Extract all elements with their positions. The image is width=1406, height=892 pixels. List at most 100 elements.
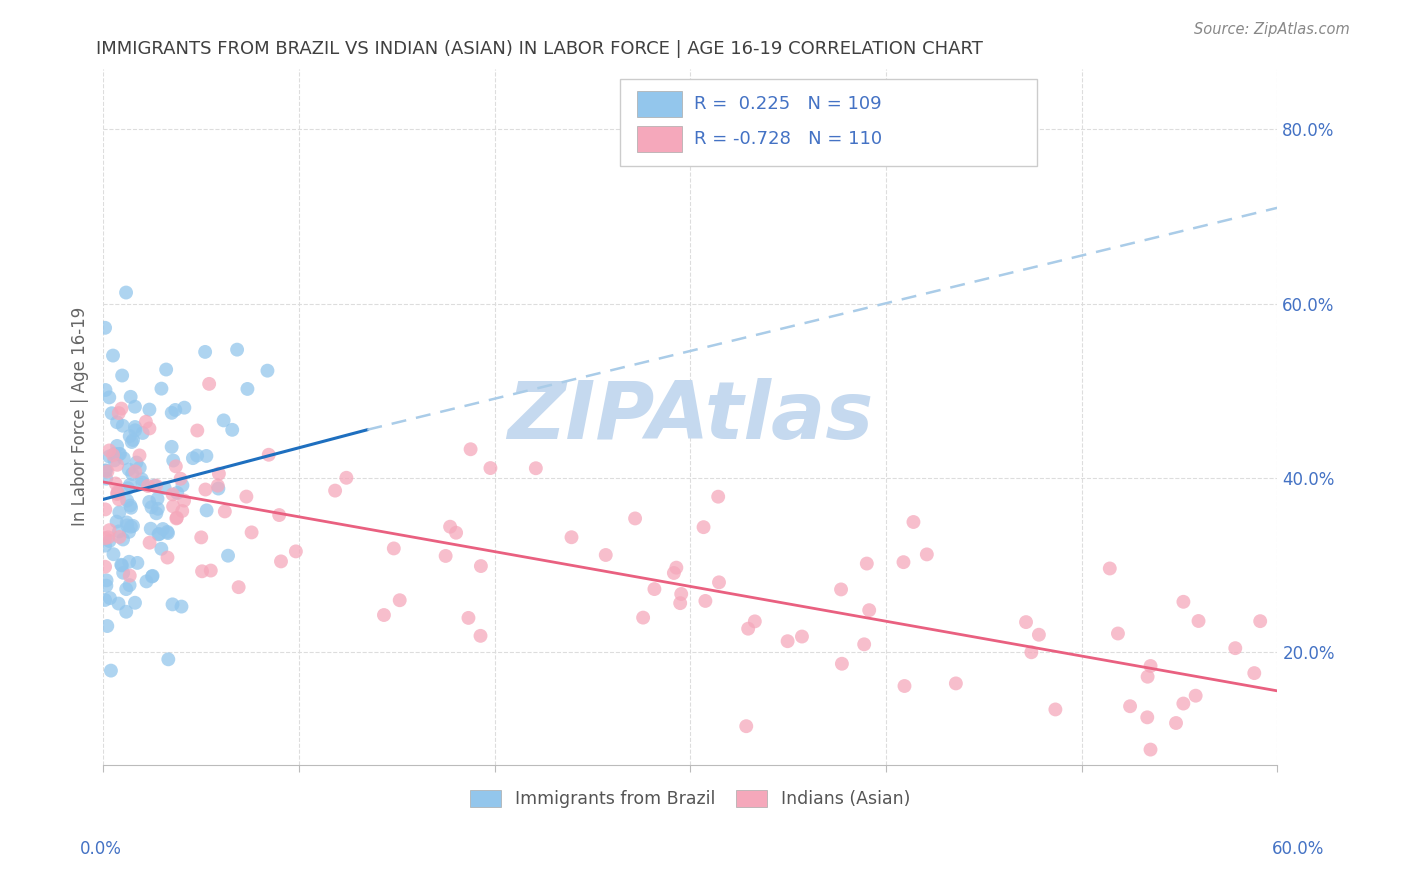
Text: R =  0.225   N = 109: R = 0.225 N = 109 <box>693 95 882 113</box>
Point <box>856 557 879 571</box>
Point <box>165 459 187 474</box>
Point <box>172 504 194 518</box>
Point <box>165 511 187 525</box>
Point <box>156 550 179 565</box>
Point <box>1119 699 1142 714</box>
Point <box>98 523 121 537</box>
Point <box>173 401 195 415</box>
Point <box>100 664 122 678</box>
Point <box>112 451 135 466</box>
Point <box>138 421 160 435</box>
Point <box>707 490 730 504</box>
Point <box>1028 628 1050 642</box>
Point <box>124 423 146 437</box>
Point <box>692 520 714 534</box>
Point <box>269 508 291 522</box>
Point <box>1187 614 1209 628</box>
FancyBboxPatch shape <box>637 126 682 152</box>
Point <box>96 465 118 479</box>
Point <box>111 558 134 573</box>
Point <box>121 434 143 449</box>
Point <box>108 492 131 507</box>
Point <box>160 440 183 454</box>
Point <box>118 462 141 476</box>
Point <box>1243 666 1265 681</box>
Point <box>100 406 122 420</box>
Text: Source: ZipAtlas.com: Source: ZipAtlas.com <box>1194 22 1350 37</box>
Point <box>110 558 132 572</box>
Point <box>235 490 257 504</box>
Point <box>270 554 292 568</box>
Point <box>118 429 141 443</box>
Point <box>903 515 925 529</box>
Point <box>94 464 117 478</box>
Point <box>94 559 117 574</box>
Point <box>128 460 150 475</box>
Point <box>146 491 169 506</box>
Point <box>124 400 146 414</box>
Point <box>195 449 218 463</box>
Point <box>1173 595 1195 609</box>
Point <box>125 456 148 470</box>
Text: ZIPAtlas: ZIPAtlas <box>508 377 873 456</box>
Point <box>157 652 180 666</box>
Point <box>1139 659 1161 673</box>
Point <box>105 439 128 453</box>
Point <box>131 475 153 490</box>
Point <box>97 530 120 544</box>
Point <box>226 343 249 357</box>
Point <box>107 406 129 420</box>
Point <box>194 345 217 359</box>
Point <box>669 596 692 610</box>
Point <box>115 582 138 596</box>
Point <box>108 447 131 461</box>
Point <box>94 531 117 545</box>
Point <box>595 548 617 562</box>
Point <box>94 320 117 334</box>
Point <box>155 362 177 376</box>
Point <box>156 524 179 539</box>
Point <box>136 479 159 493</box>
Point <box>110 401 132 416</box>
Point <box>108 505 131 519</box>
Point <box>335 471 357 485</box>
Point <box>1015 615 1038 629</box>
Point <box>457 611 479 625</box>
Point <box>257 448 280 462</box>
Point <box>1173 697 1195 711</box>
Point <box>118 555 141 569</box>
Point <box>101 448 124 462</box>
Point <box>735 719 758 733</box>
Point <box>858 603 880 617</box>
FancyBboxPatch shape <box>637 91 682 117</box>
Point <box>122 433 145 447</box>
Point <box>124 465 146 479</box>
Point <box>444 525 467 540</box>
Point <box>152 522 174 536</box>
Point <box>831 657 853 671</box>
Point <box>120 519 142 533</box>
Point <box>111 368 134 383</box>
Point <box>284 544 307 558</box>
Point <box>643 582 665 596</box>
Point <box>323 483 346 498</box>
Point <box>138 495 160 509</box>
Point <box>120 500 142 515</box>
Point <box>945 676 967 690</box>
Point <box>439 519 461 533</box>
Point <box>173 493 195 508</box>
Point <box>156 526 179 541</box>
Point <box>115 493 138 508</box>
Point <box>128 449 150 463</box>
Point <box>830 582 852 597</box>
Point <box>853 637 876 651</box>
Point <box>256 364 278 378</box>
Point <box>240 525 263 540</box>
Point <box>162 453 184 467</box>
Point <box>96 619 118 633</box>
Point <box>145 506 167 520</box>
Point <box>105 458 128 472</box>
Point <box>96 579 118 593</box>
Point <box>1021 645 1043 659</box>
Point <box>112 566 135 580</box>
